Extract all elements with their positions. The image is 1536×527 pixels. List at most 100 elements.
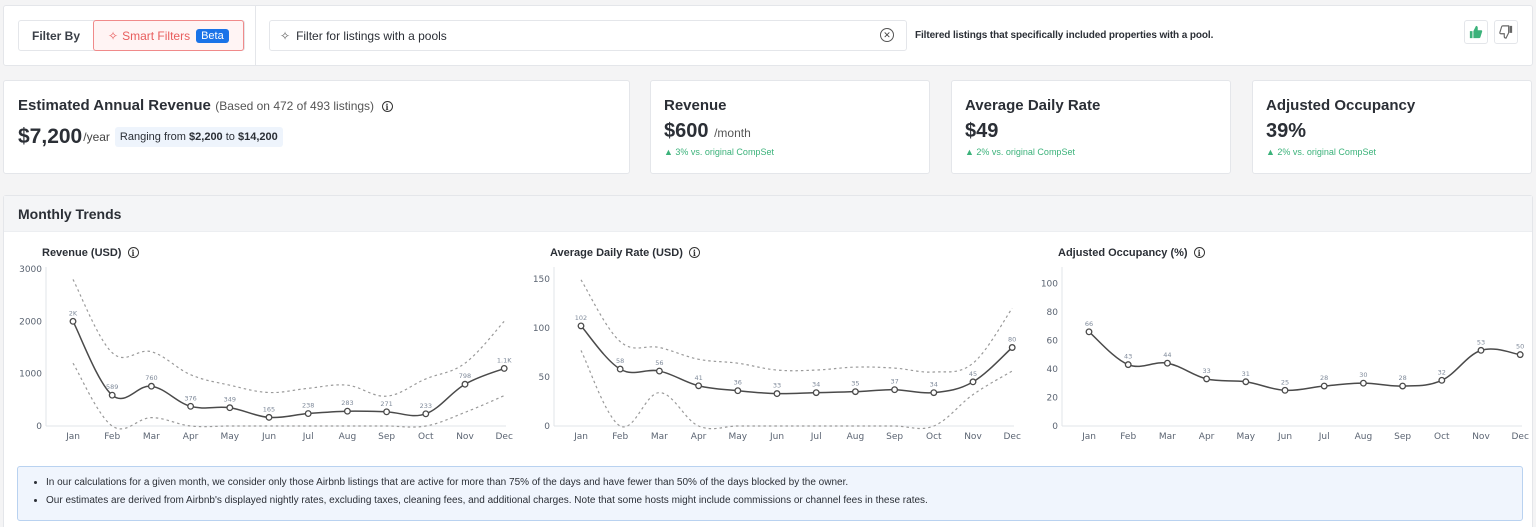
svg-text:40: 40 bbox=[1047, 365, 1059, 375]
info-icon[interactable]: i bbox=[381, 101, 393, 112]
svg-text:0: 0 bbox=[36, 422, 42, 432]
svg-text:Jun: Jun bbox=[261, 432, 276, 442]
filter-bar: Filter By ✧ Smart Filters Beta ✧ ✕ Filte… bbox=[3, 5, 1533, 66]
monthly-trends-title: Monthly Trends bbox=[4, 196, 1532, 232]
svg-text:Jan: Jan bbox=[65, 432, 80, 442]
smart-filter-input[interactable] bbox=[296, 28, 857, 43]
svg-text:35: 35 bbox=[851, 380, 859, 388]
svg-text:Jul: Jul bbox=[810, 432, 822, 442]
annual-revenue-unit: /year bbox=[83, 130, 110, 144]
svg-text:36: 36 bbox=[734, 379, 742, 387]
kpi-title: Average Daily Rate bbox=[965, 97, 1101, 114]
feedback-buttons bbox=[1464, 20, 1518, 44]
svg-text:34: 34 bbox=[930, 381, 938, 389]
svg-text:25: 25 bbox=[1281, 378, 1289, 386]
svg-text:Oct: Oct bbox=[418, 432, 434, 442]
filter-left-panel: Filter By ✧ Smart Filters Beta bbox=[4, 6, 256, 65]
svg-text:3000: 3000 bbox=[19, 265, 42, 275]
chart-title: Average Daily Rate (USD) i bbox=[550, 247, 700, 259]
svg-text:Mar: Mar bbox=[651, 432, 668, 442]
revenue-range: Ranging from $2,200 to $14,200 bbox=[114, 127, 283, 147]
chart-title-text: Adjusted Occupancy (%) bbox=[1058, 247, 1188, 259]
svg-text:Apr: Apr bbox=[183, 432, 199, 442]
kpi-unit: /month bbox=[714, 126, 751, 140]
thumbs-up-button[interactable] bbox=[1464, 20, 1488, 44]
svg-text:May: May bbox=[220, 432, 239, 442]
svg-text:760: 760 bbox=[145, 374, 157, 382]
chart-title-text: Revenue (USD) bbox=[42, 247, 122, 259]
svg-text:Mar: Mar bbox=[1159, 432, 1176, 442]
svg-text:165: 165 bbox=[263, 405, 275, 413]
svg-text:Sep: Sep bbox=[1394, 432, 1411, 442]
svg-text:283: 283 bbox=[341, 399, 353, 407]
svg-text:233: 233 bbox=[420, 402, 432, 410]
svg-text:Nov: Nov bbox=[964, 432, 982, 442]
range-to: to bbox=[225, 131, 235, 143]
svg-text:20: 20 bbox=[1047, 393, 1059, 403]
methodology-notes: In our calculations for a given month, w… bbox=[17, 466, 1523, 521]
range-high: $14,200 bbox=[238, 131, 278, 143]
svg-text:271: 271 bbox=[380, 400, 392, 408]
filter-by-label: Filter By bbox=[32, 28, 81, 43]
thumbs-down-button[interactable] bbox=[1494, 20, 1518, 44]
svg-text:60: 60 bbox=[1047, 336, 1059, 346]
svg-text:Mar: Mar bbox=[143, 432, 160, 442]
svg-text:44: 44 bbox=[1163, 351, 1171, 359]
kpi-delta: ▲ 3% vs. original CompSet bbox=[664, 147, 774, 157]
kpi-value-number: 39% bbox=[1266, 120, 1307, 142]
chart-title-text: Average Daily Rate (USD) bbox=[550, 247, 683, 259]
svg-text:34: 34 bbox=[812, 381, 820, 389]
kpi-card-occupancy: Adjusted Occupancy 39% ▲ 2% vs. original… bbox=[1252, 80, 1532, 174]
svg-text:33: 33 bbox=[1202, 367, 1210, 375]
kpi-value: $49 bbox=[965, 120, 1217, 143]
beta-badge: Beta bbox=[196, 28, 229, 43]
kpi-value-number: $49 bbox=[965, 120, 999, 142]
svg-text:32: 32 bbox=[1438, 368, 1446, 376]
info-icon[interactable]: i bbox=[127, 247, 139, 258]
svg-text:56: 56 bbox=[655, 359, 663, 367]
revenue-line-chart: 0 1000 2000 3000 Jan Feb Mar Apr May Jun Jul Aug Sep… bbox=[19, 265, 513, 442]
svg-text:66: 66 bbox=[1085, 320, 1093, 328]
info-icon[interactable]: i bbox=[1193, 247, 1205, 258]
svg-text:Sep: Sep bbox=[886, 432, 903, 442]
kpi-card-revenue: Revenue $600 /month ▲ 3% vs. original Co… bbox=[650, 80, 930, 174]
range-low: $2,200 bbox=[189, 131, 223, 143]
chart-title: Revenue (USD) i bbox=[42, 247, 139, 259]
clear-search-icon[interactable]: ✕ bbox=[880, 28, 894, 42]
svg-text:Jun: Jun bbox=[1277, 432, 1292, 442]
svg-text:80: 80 bbox=[1047, 308, 1059, 318]
filter-by-group: Filter By ✧ Smart Filters Beta bbox=[18, 20, 245, 51]
svg-text:Aug: Aug bbox=[847, 432, 865, 442]
svg-text:Jul: Jul bbox=[1318, 432, 1330, 442]
svg-text:37: 37 bbox=[890, 378, 898, 386]
range-prefix: Ranging from bbox=[119, 131, 186, 143]
svg-text:28: 28 bbox=[1320, 374, 1328, 382]
svg-text:May: May bbox=[1236, 432, 1255, 442]
occupancy-chart: Adjusted Occupancy (%) i 0 20 40 60 80 100 Jan… bbox=[1034, 241, 1530, 461]
svg-text:31: 31 bbox=[1242, 370, 1250, 378]
svg-text:Sep: Sep bbox=[378, 432, 395, 442]
sparkle-icon: ✧ bbox=[108, 28, 119, 43]
svg-text:80: 80 bbox=[1008, 336, 1016, 344]
svg-text:Feb: Feb bbox=[612, 432, 628, 442]
svg-text:150: 150 bbox=[533, 275, 550, 285]
sparkle-icon: ✧ bbox=[280, 28, 291, 43]
svg-text:30: 30 bbox=[1359, 371, 1367, 379]
svg-text:Oct: Oct bbox=[926, 432, 942, 442]
svg-text:376: 376 bbox=[184, 394, 196, 402]
smart-filters-button[interactable]: ✧ Smart Filters Beta bbox=[93, 20, 244, 51]
kpi-card-adr: Average Daily Rate $49 ▲ 2% vs. original… bbox=[951, 80, 1231, 174]
svg-text:Jun: Jun bbox=[769, 432, 784, 442]
svg-text:Feb: Feb bbox=[104, 432, 120, 442]
thumbs-up-icon bbox=[1469, 25, 1483, 39]
svg-text:Apr: Apr bbox=[691, 432, 707, 442]
svg-text:102: 102 bbox=[575, 314, 587, 322]
smart-filters-label: Smart Filters bbox=[122, 28, 191, 43]
annual-revenue-title: Estimated Annual Revenue bbox=[18, 97, 211, 114]
revenue-chart: Revenue (USD) i 0 1000 2000 3000 Jan Feb Mar Ap… bbox=[18, 241, 514, 461]
annual-revenue-subtitle: (Based on 472 of 493 listings) bbox=[215, 99, 375, 113]
info-icon[interactable]: i bbox=[688, 247, 700, 258]
note-item: Our estimates are derived from Airbnb's … bbox=[46, 492, 1512, 510]
svg-text:0: 0 bbox=[1052, 422, 1058, 432]
smart-filter-search: ✧ ✕ bbox=[269, 20, 907, 51]
